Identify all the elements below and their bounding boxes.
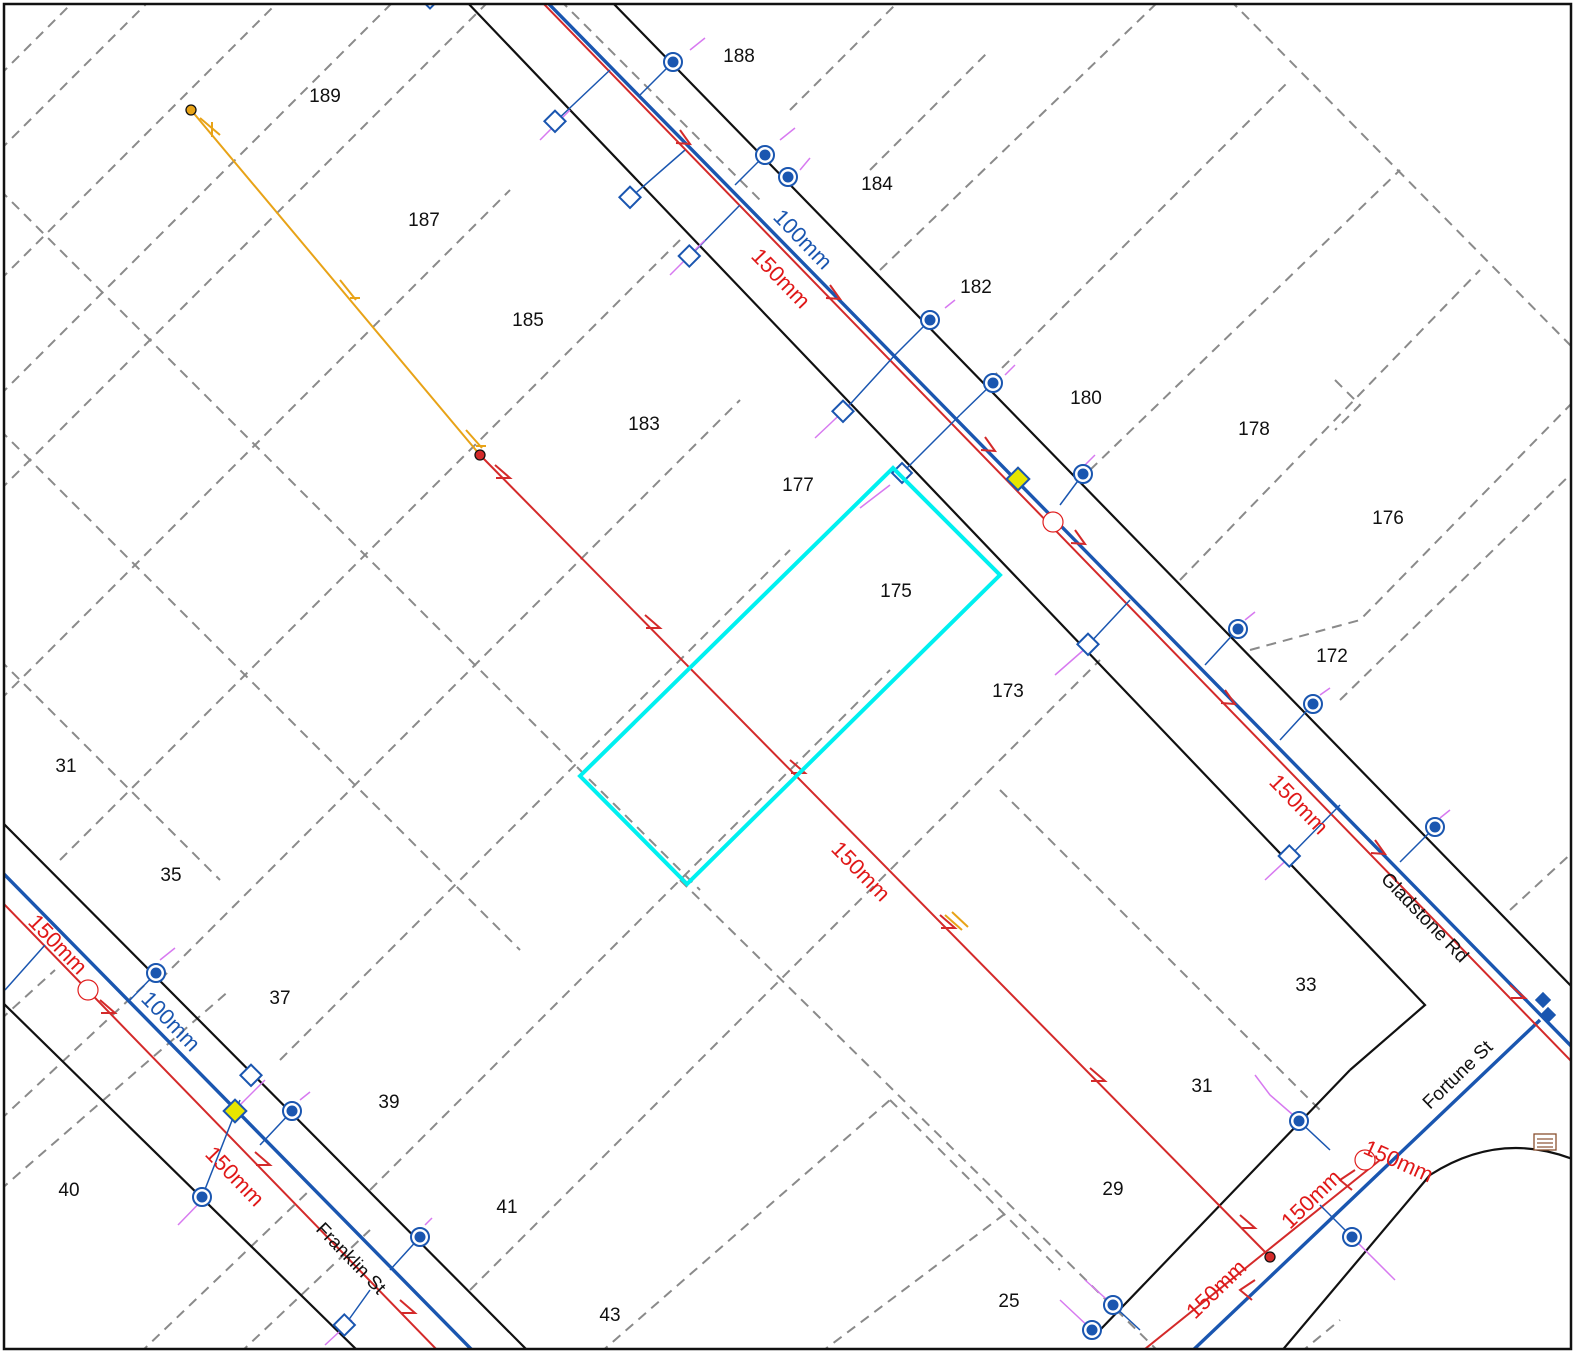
- hydrant-icon[interactable]: [146, 963, 166, 983]
- inspection-points: [77, 511, 1376, 1171]
- hydrant-icon[interactable]: [778, 167, 798, 187]
- meter-icon[interactable]: [617, 185, 643, 210]
- manhole-icon[interactable]: [1264, 1251, 1276, 1263]
- pipe-size-label: 150mm: [1276, 1165, 1346, 1234]
- hydrants: [146, 52, 1445, 1340]
- valves: [222, 466, 1031, 1124]
- lot-label: 180: [1070, 388, 1102, 409]
- lot-label: 185: [512, 310, 544, 331]
- meter-icon[interactable]: [890, 461, 914, 485]
- lot-label: 43: [599, 1305, 620, 1326]
- lot-label: 31: [1191, 1076, 1212, 1097]
- valve-icon[interactable]: [222, 1098, 248, 1124]
- meter-icon[interactable]: [1534, 991, 1552, 1009]
- hydrant-icon[interactable]: [1228, 619, 1248, 639]
- hydrant-icon[interactable]: [1082, 1320, 1102, 1340]
- hydrant-icon[interactable]: [1303, 694, 1323, 714]
- lot-labels: 188 189 184 187 182 185 180 183 178 177 …: [55, 46, 1403, 1326]
- inspection-point-icon[interactable]: [1354, 1149, 1376, 1171]
- valve-icon[interactable]: [1005, 466, 1031, 492]
- lot-label: 188: [723, 46, 755, 67]
- inspection-point-icon[interactable]: [1042, 511, 1064, 533]
- lot-label: 37: [269, 988, 290, 1009]
- pipe-size-label: 150mm: [23, 909, 92, 979]
- street-label-fortune: Fortune St: [1419, 1036, 1498, 1113]
- pipe-size-label: 150mm: [826, 836, 895, 906]
- hydrant-icon[interactable]: [983, 373, 1003, 393]
- pipe-size-labels: 100mm 150mm 150mm 150mm 150mm 100mm 150m…: [23, 204, 1437, 1323]
- lot-label: 25: [998, 1291, 1019, 1312]
- hydrant-icon[interactable]: [192, 1187, 212, 1207]
- service-connections: [4, 61, 1436, 1331]
- lot-label: 33: [1295, 975, 1316, 996]
- lot-label: 31: [55, 756, 76, 777]
- lot-label: 189: [309, 86, 341, 107]
- lot-label: 182: [960, 277, 992, 298]
- lot-label: 29: [1102, 1179, 1123, 1200]
- meter-icon[interactable]: [677, 243, 702, 269]
- meter-icon[interactable]: [238, 1063, 264, 1088]
- lot-label: 35: [160, 865, 181, 886]
- lot-label: 175: [880, 581, 912, 602]
- lot-label: 177: [782, 475, 814, 496]
- hydrant-icon[interactable]: [1103, 1295, 1123, 1315]
- hydrant-icon[interactable]: [1073, 464, 1093, 484]
- storm-line: [190, 109, 486, 456]
- selected-parcel-outline[interactable]: [577, 465, 1003, 887]
- inspection-point-icon[interactable]: [77, 979, 99, 1001]
- lot-label: 41: [496, 1197, 517, 1218]
- flow-arrows: [99, 129, 1528, 1314]
- lot-label: 176: [1372, 508, 1404, 529]
- meter-icon[interactable]: [1075, 632, 1101, 657]
- street-label-franklin: Franklin St: [311, 1219, 390, 1299]
- hydrant-icon[interactable]: [920, 310, 940, 330]
- lot-label: 187: [408, 210, 440, 231]
- hydrant-icon[interactable]: [1425, 817, 1445, 837]
- lot-label: 178: [1238, 419, 1270, 440]
- meter-icon[interactable]: [542, 109, 568, 134]
- manholes: [185, 104, 1276, 1263]
- street-labels: Gladstone Rd Fortune St Franklin St: [311, 869, 1497, 1299]
- manhole-icon[interactable]: [185, 104, 197, 116]
- hydrant-icon[interactable]: [755, 145, 775, 165]
- lot-label: 39: [378, 1092, 399, 1113]
- meter-icon[interactable]: [830, 399, 856, 424]
- hydrant-icon[interactable]: [282, 1101, 302, 1121]
- lot-label: 184: [861, 174, 893, 195]
- hydrant-icon[interactable]: [1289, 1111, 1309, 1131]
- hydrant-icon[interactable]: [663, 52, 683, 72]
- street-label-gladstone: Gladstone Rd: [1376, 869, 1472, 967]
- lot-label: 173: [992, 681, 1024, 702]
- hydrant-icon[interactable]: [410, 1227, 430, 1247]
- meter-icon[interactable]: [1539, 1006, 1557, 1024]
- legend-icon[interactable]: [1533, 1133, 1557, 1151]
- meter-icon[interactable]: [332, 1312, 357, 1338]
- hydrant-icon[interactable]: [1342, 1227, 1362, 1247]
- meters: [238, 4, 1557, 1338]
- manhole-icon[interactable]: [474, 449, 486, 461]
- lot-label: 183: [628, 414, 660, 435]
- lot-label: 172: [1316, 646, 1348, 667]
- meter-icon[interactable]: [1277, 843, 1302, 869]
- lot-label: 40: [58, 1180, 79, 1201]
